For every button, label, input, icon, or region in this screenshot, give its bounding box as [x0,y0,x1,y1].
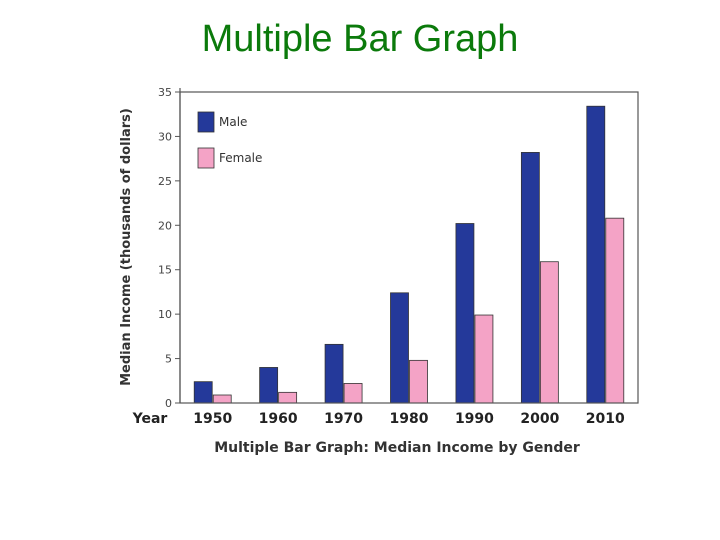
chart-title: Multiple Bar Graph: Median Income by Gen… [214,440,580,456]
x-tick-label: 1980 [390,411,429,427]
legend: Male Female [197,111,262,169]
y-axis: 0 5 10 15 20 25 30 35 [158,86,181,410]
y-tick-label: 5 [165,353,172,366]
y-tick-label: 10 [158,308,172,321]
bar-female-1980 [409,359,428,404]
legend-swatch-male [197,111,215,133]
plot-frame [179,91,639,404]
bar-male-1980 [390,292,409,404]
bar-male-1950 [193,381,213,404]
x-axis-title: Year [132,411,168,427]
legend-label-male: Male [219,115,247,129]
y-tick-label: 0 [165,397,172,410]
x-tick-label: 1950 [193,411,232,427]
y-tick-label: 35 [158,86,172,99]
x-tick-label: 1960 [259,411,298,427]
bar-female-2000 [539,261,559,404]
bar-female-1960 [278,391,298,404]
x-axis-labels: 1950 1960 1970 1980 1990 2000 2010 [193,411,625,427]
bar-male-2000 [520,152,540,404]
slide-title-text: Multiple Bar Graph [201,18,519,60]
bar-male-1990 [455,223,475,404]
y-tick-label: 20 [158,219,172,232]
y-tick-label: 15 [158,264,172,277]
x-tick-label: 2010 [586,411,625,427]
y-tick-label: 25 [158,175,172,188]
legend-swatch-female [197,147,215,169]
y-tick-label: 30 [158,130,172,143]
x-tick-label: 2000 [520,411,559,427]
bar-female-1950 [212,394,232,404]
x-tick-label: 1970 [324,411,363,427]
bar-male-1970 [324,343,344,404]
slide-title: Multiple Bar Graph [0,18,720,61]
bar-female-1990 [474,314,494,404]
bars [193,105,625,404]
bar-female-1970 [343,383,363,404]
bar-female-2010 [605,217,625,404]
bar-male-1960 [259,367,279,404]
x-tick-label: 1990 [455,411,494,427]
y-axis-title: Median Income (thousands of dollars) [119,108,134,386]
legend-label-female: Female [219,151,262,165]
bar-male-2010 [586,105,606,404]
